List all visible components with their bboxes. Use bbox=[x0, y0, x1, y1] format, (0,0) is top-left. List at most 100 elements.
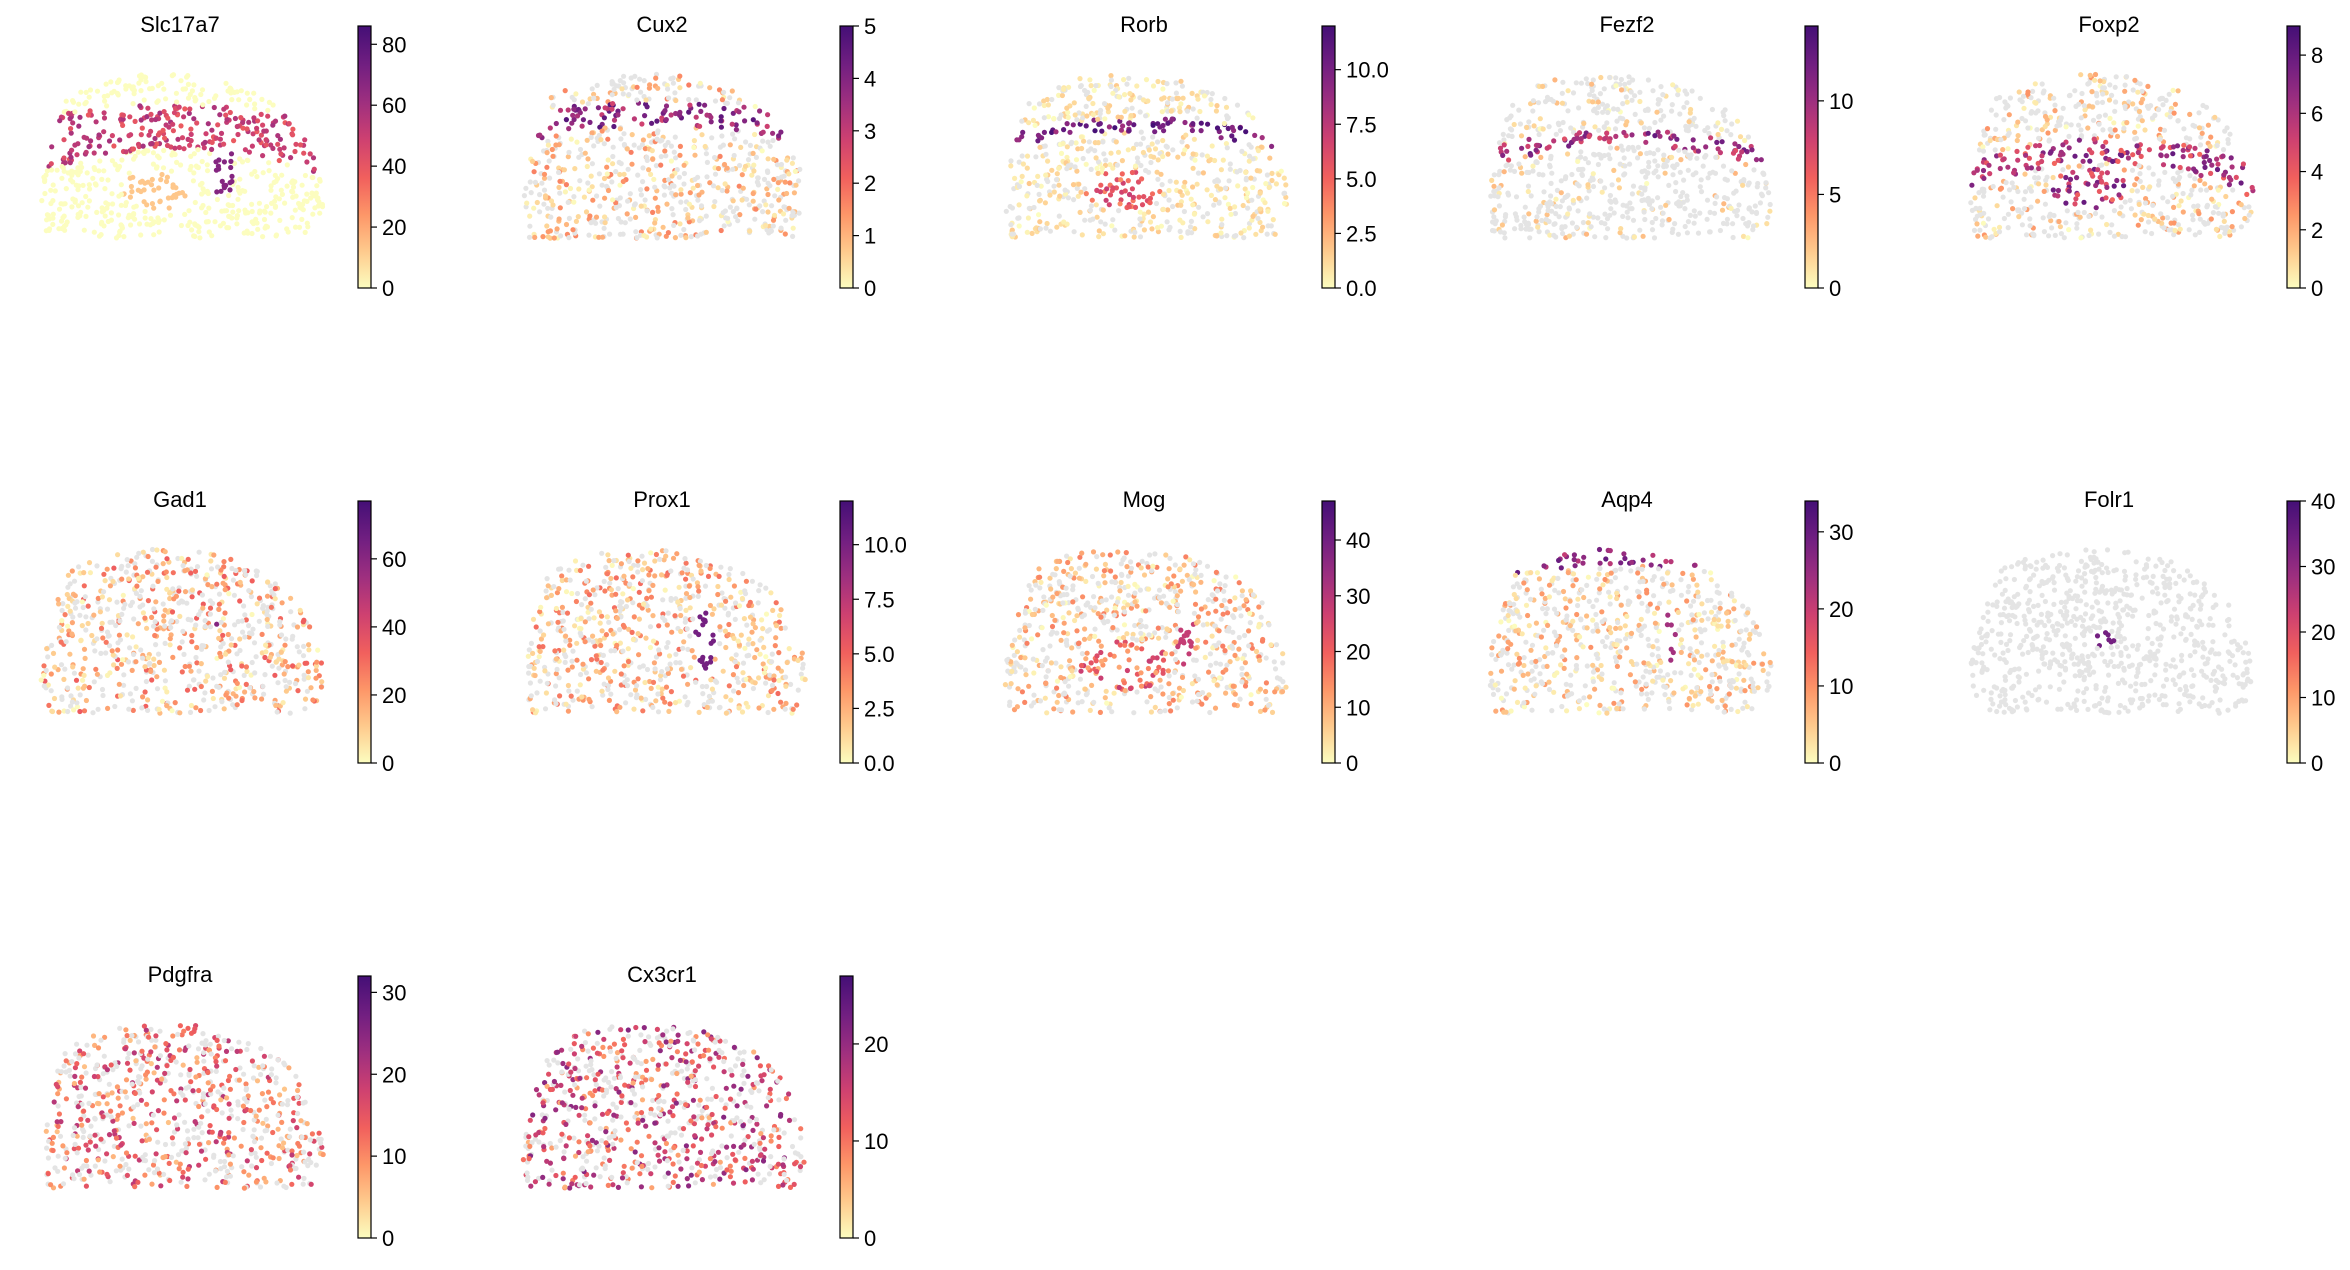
spot bbox=[275, 133, 281, 139]
spot bbox=[589, 86, 595, 92]
spot bbox=[1173, 80, 1179, 86]
spot bbox=[1016, 202, 1022, 208]
spot bbox=[2074, 221, 2080, 227]
spot bbox=[161, 109, 167, 115]
spot bbox=[541, 175, 548, 181]
spot bbox=[2205, 122, 2211, 128]
spot bbox=[566, 567, 572, 573]
spot bbox=[182, 211, 188, 217]
spot bbox=[1571, 136, 1577, 142]
spot bbox=[1681, 177, 1687, 183]
spot bbox=[2157, 136, 2163, 142]
spot bbox=[143, 678, 149, 685]
spot bbox=[70, 196, 76, 202]
spot bbox=[1030, 117, 1036, 123]
spot bbox=[2086, 232, 2092, 239]
spot bbox=[757, 203, 763, 209]
spot bbox=[135, 621, 141, 627]
spot bbox=[2210, 210, 2216, 216]
spot bbox=[230, 702, 236, 708]
spot bbox=[646, 133, 652, 139]
spot bbox=[547, 125, 553, 131]
spot bbox=[1140, 97, 1147, 103]
spot bbox=[226, 225, 232, 231]
spot bbox=[104, 606, 111, 612]
spot bbox=[707, 85, 713, 91]
spot bbox=[108, 210, 114, 216]
spot bbox=[307, 151, 313, 157]
spot bbox=[1528, 193, 1534, 199]
spot bbox=[1558, 190, 1564, 196]
spot bbox=[2060, 105, 2066, 111]
spot bbox=[790, 706, 796, 712]
spot bbox=[556, 184, 562, 190]
spot bbox=[1178, 234, 1184, 240]
spot bbox=[178, 78, 184, 84]
spot bbox=[62, 612, 68, 618]
spot bbox=[111, 143, 117, 149]
spot bbox=[1644, 180, 1650, 187]
spot bbox=[1134, 83, 1140, 89]
spot bbox=[1980, 148, 1987, 154]
spot bbox=[182, 86, 189, 92]
spot bbox=[286, 121, 292, 127]
colorbar-tick-label: 20 bbox=[382, 215, 406, 240]
spot bbox=[1565, 108, 1571, 114]
spot bbox=[1219, 216, 1225, 222]
spot bbox=[243, 572, 249, 578]
spot bbox=[1165, 100, 1171, 106]
spot bbox=[1062, 191, 1069, 197]
colorbar-tick-label: 5 bbox=[864, 14, 876, 39]
spot bbox=[1225, 125, 1231, 132]
spot bbox=[198, 683, 204, 690]
spot bbox=[1703, 144, 1709, 150]
spot bbox=[1025, 215, 1031, 221]
spot bbox=[292, 148, 298, 155]
spot bbox=[207, 150, 213, 157]
spot bbox=[565, 708, 572, 714]
spot bbox=[1051, 183, 1057, 189]
spot bbox=[86, 684, 92, 691]
spot bbox=[1651, 235, 1658, 241]
spot bbox=[1100, 139, 1106, 145]
spot bbox=[677, 73, 683, 79]
spot bbox=[770, 137, 776, 144]
spot bbox=[145, 697, 151, 703]
spot bbox=[237, 190, 243, 196]
spot bbox=[2116, 192, 2122, 198]
spot bbox=[2054, 123, 2060, 129]
spot bbox=[1071, 229, 1077, 235]
spot bbox=[70, 179, 76, 185]
spot bbox=[2166, 227, 2172, 233]
spot bbox=[743, 139, 749, 145]
spot bbox=[204, 162, 210, 168]
spot bbox=[1501, 169, 1507, 175]
spot bbox=[2066, 227, 2072, 233]
spot bbox=[170, 570, 176, 576]
spot bbox=[650, 638, 657, 644]
spot bbox=[1519, 170, 1525, 176]
spot bbox=[1594, 110, 1600, 116]
spot bbox=[113, 622, 119, 629]
spot bbox=[655, 691, 661, 697]
spot bbox=[1625, 215, 1631, 221]
spot bbox=[784, 190, 790, 197]
spot bbox=[545, 142, 552, 148]
spot bbox=[544, 680, 550, 686]
spot bbox=[1147, 200, 1153, 206]
spot bbox=[294, 644, 300, 650]
spot bbox=[2208, 216, 2214, 222]
spot bbox=[147, 660, 153, 667]
spot bbox=[604, 164, 610, 170]
spot bbox=[1684, 197, 1690, 203]
spot bbox=[769, 203, 775, 209]
spot bbox=[1728, 205, 1734, 211]
spot bbox=[742, 118, 748, 124]
spot bbox=[103, 650, 109, 656]
spot bbox=[654, 130, 661, 136]
spot bbox=[1556, 122, 1562, 128]
spot bbox=[2162, 169, 2168, 175]
spot bbox=[273, 232, 280, 238]
spot bbox=[113, 235, 120, 241]
spot bbox=[591, 95, 597, 101]
